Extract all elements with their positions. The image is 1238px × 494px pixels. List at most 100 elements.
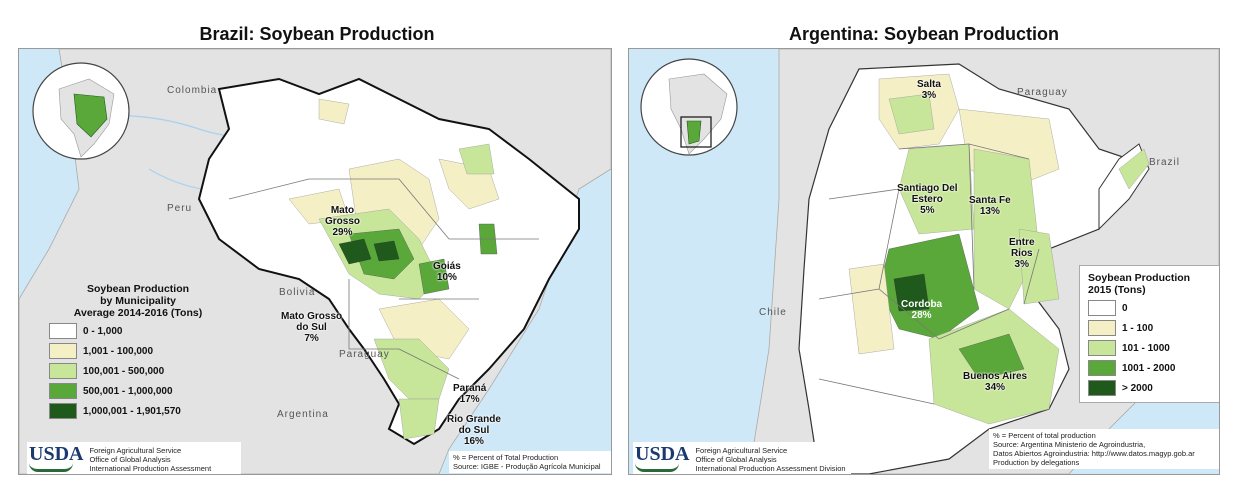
argentina-legend: Soybean Production 2015 (Tons) 0 1 - 100…	[1079, 265, 1219, 403]
region-name: Santa Fe	[969, 195, 1011, 206]
region-name: Entre Rios	[1009, 237, 1035, 259]
brazil-map-title: Brazil: Soybean Production	[199, 24, 435, 44]
production-area-mid	[458, 143, 495, 175]
region-name: Cordoba	[901, 299, 943, 310]
usda-swoosh-icon	[29, 463, 73, 472]
inset-argentina-box	[680, 116, 712, 148]
brazil-source: Source: IGBE - Produção Agrícola Municip…	[453, 462, 601, 471]
country-label-argentina: Argentina	[277, 409, 329, 420]
legend-swatch	[49, 403, 77, 419]
legend-swatch	[49, 343, 77, 359]
inset-brazil-highlight	[73, 93, 108, 138]
region-name: Salta	[917, 79, 941, 90]
usda-logo: USDA	[635, 444, 689, 472]
production-area-low	[318, 98, 350, 125]
region-name: Santiago Del Estero	[897, 183, 958, 205]
region-label-salta: Salta 3%	[917, 79, 941, 101]
legend-label: 0 - 1,000	[83, 325, 123, 337]
argentina-panel: Argentina: Soybean Production	[628, 0, 1220, 494]
production-area-top	[373, 240, 400, 262]
usda-logo: USDA	[29, 444, 83, 472]
argentina-map-svg	[640, 49, 1219, 474]
legend-item: 500,001 - 1,000,000	[49, 383, 227, 399]
legend-label: 1 - 100	[1122, 322, 1154, 334]
production-area-salta-green	[888, 93, 935, 135]
legend-item: 100,001 - 500,000	[49, 363, 227, 379]
usda-agency-text: Foreign Agricultural Service Office of G…	[695, 446, 845, 473]
legend-item: > 2000	[1088, 380, 1216, 396]
region-label-entre-rios: Entre Rios 3%	[1009, 237, 1035, 270]
legend-swatch	[49, 323, 77, 339]
argentina-source-line: Datos Abiertos Agroindustria: http://www…	[993, 449, 1195, 458]
region-name: Rio Grande do Sul	[447, 414, 501, 436]
region-label-cordoba: Cordoba 28%	[901, 299, 942, 321]
country-label-peru: Peru	[167, 203, 193, 214]
country-label-chile: Chile	[759, 307, 787, 318]
argentina-map-title: Argentina: Soybean Production	[788, 24, 1060, 44]
region-label-buenos-aires: Buenos Aires 34%	[963, 371, 1027, 393]
region-label-rio-grande-do-sul: Rio Grande do Sul 16%	[447, 414, 501, 447]
legend-label: > 2000	[1122, 382, 1153, 394]
country-label-paraguay: Paraguay	[339, 349, 390, 360]
region-pct: 17%	[459, 394, 480, 405]
agency-line: Office of Global Analysis	[89, 455, 171, 464]
legend-item: 0	[1088, 300, 1216, 316]
region-pct: 10%	[436, 272, 457, 283]
legend-item: 1,001 - 100,000	[49, 343, 227, 359]
argentina-source-line: Production by delegations	[993, 458, 1080, 467]
brazil-note: % = Percent of Total Production	[453, 453, 559, 462]
argentina-usda-block: USDA Foreign Agricultural Service Office…	[633, 442, 851, 474]
argentina-legend-title: Soybean Production 2015 (Tons)	[1088, 272, 1191, 296]
region-pct: 28%	[911, 310, 932, 321]
region-pct: 5%	[920, 205, 935, 216]
production-area-buenos-aires-mid	[958, 333, 1025, 380]
legend-label: 100,001 - 500,000	[83, 365, 165, 377]
agency-line: International Production Assessment Divi…	[695, 464, 846, 473]
legend-swatch	[1088, 360, 1116, 376]
region-pct: 7%	[304, 333, 319, 344]
brazil-usda-block: USDA Foreign Agricultural Service Office…	[27, 442, 241, 474]
legend-swatch	[49, 383, 77, 399]
brazil-legend-title: Soybean Production by Municipality Avera…	[73, 283, 203, 319]
state-borders	[228, 178, 539, 380]
legend-item: 101 - 1000	[1088, 340, 1216, 356]
agency-line: Foreign Agricultural Service	[695, 446, 788, 455]
legend-label: 1001 - 2000	[1122, 362, 1176, 374]
country-label-colombia: Colombia	[167, 85, 218, 96]
production-area-top	[338, 238, 372, 265]
production-area-high	[418, 258, 450, 295]
usda-swoosh-icon	[635, 463, 679, 472]
region-label-goias: Goiás 10%	[433, 261, 461, 283]
argentina-source-line: Source: Argentina Ministerio de Agroindu…	[993, 440, 1146, 449]
region-name: Buenos Aires	[963, 371, 1028, 382]
legend-label: 0	[1122, 302, 1128, 314]
production-area-mid	[398, 398, 440, 440]
brazil-legend: Soybean Production by Municipality Avera…	[41, 277, 235, 425]
agency-line: Foreign Agricultural Service	[89, 446, 182, 455]
production-area-cordoba-top	[893, 273, 930, 312]
brazil-map: Colombia Peru Bolivia Paraguay Argentina…	[18, 48, 612, 475]
production-area-west	[848, 263, 895, 355]
legend-item: 0 - 1,000	[49, 323, 227, 339]
legend-label: 1,000,001 - 1,901,570	[83, 405, 181, 417]
brazil-panel: Brazil: Soybean Production	[18, 0, 616, 494]
argentina-note: % = Percent of total production	[993, 431, 1096, 440]
region-name: Mato Grosso do Sul	[281, 311, 343, 333]
legend-item: 1 - 100	[1088, 320, 1216, 336]
region-pct: 34%	[985, 382, 1006, 393]
region-label-santa-fe: Santa Fe 13%	[969, 195, 1011, 217]
region-name: Paraná	[453, 383, 487, 394]
argentina-map: Paraguay Brazil Chile Salta 3% Santiago …	[628, 48, 1220, 475]
agency-line: Office of Global Analysis	[695, 455, 777, 464]
country-label-paraguay: Paraguay	[1017, 87, 1068, 98]
region-pct: 13%	[979, 206, 1000, 217]
legend-swatch	[1088, 380, 1116, 396]
region-name: Mato Grosso	[325, 205, 361, 227]
country-label-brazil: Brazil	[1149, 157, 1181, 168]
region-label-mato-grosso: Mato Grosso 29%	[325, 205, 360, 238]
province-borders	[818, 143, 1040, 405]
legend-item: 1001 - 2000	[1088, 360, 1216, 376]
region-pct: 16%	[463, 436, 484, 447]
brazil-map-svg	[19, 49, 611, 474]
region-pct: 3%	[921, 90, 937, 101]
